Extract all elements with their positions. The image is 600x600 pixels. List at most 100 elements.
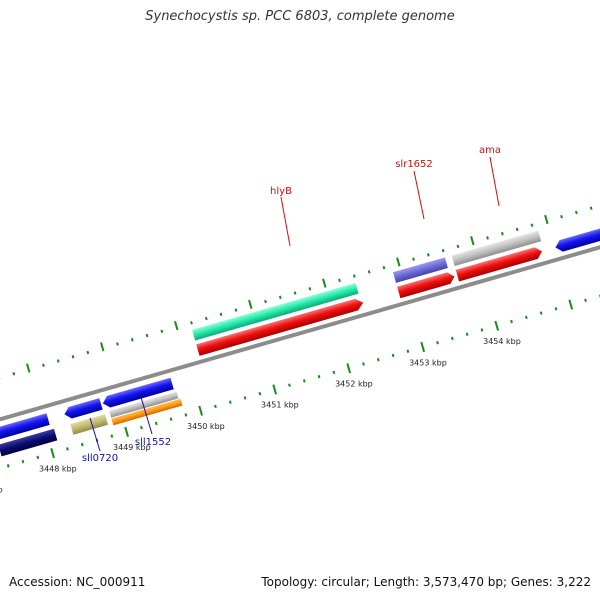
- minor-tick: [228, 400, 232, 404]
- gene-label-slr1652[interactable]: slr1652: [395, 159, 433, 170]
- gene-label-sll1552[interactable]: sll1552: [135, 437, 171, 448]
- minor-tick: [456, 244, 460, 249]
- leader-sll0720: [89, 417, 101, 452]
- minor-tick: [288, 383, 291, 387]
- minor-tick: [465, 332, 469, 336]
- minor-tick: [36, 455, 40, 460]
- genome-backbone: [0, 229, 600, 430]
- major-tick: [198, 405, 203, 416]
- minor-tick: [308, 287, 312, 291]
- major-tick: [322, 278, 327, 288]
- minor-tick: [574, 210, 578, 215]
- tick-row-lower: [6, 294, 600, 468]
- major-tick: [470, 236, 475, 246]
- gene-blue-right[interactable]: [554, 222, 600, 253]
- minor-tick: [584, 298, 587, 303]
- gene-sll1552[interactable]: [111, 398, 183, 426]
- gene-blue-small[interactable]: [63, 398, 103, 420]
- minor-tick: [317, 374, 321, 379]
- gene-blue-left[interactable]: [0, 413, 50, 440]
- minor-tick: [406, 349, 410, 353]
- minor-tick: [234, 308, 238, 312]
- minor-tick: [243, 396, 247, 400]
- minor-tick: [258, 391, 262, 396]
- kbp-labels: 3447 kbp 3448 kbp 3449 kbp 3450 kbp 3451 kbp…: [0, 337, 521, 495]
- minor-tick: [480, 328, 484, 332]
- gene-slr1652-cds[interactable]: [392, 257, 448, 283]
- major-tick: [346, 363, 352, 374]
- major-tick: [248, 299, 253, 309]
- major-tick: [272, 384, 278, 395]
- minor-tick: [554, 307, 558, 311]
- minor-tick: [116, 342, 119, 346]
- minor-tick: [293, 291, 297, 295]
- minor-tick: [524, 315, 528, 320]
- major-tick: [26, 363, 31, 373]
- minor-tick: [367, 270, 371, 274]
- gene-ama-cds[interactable]: [451, 230, 542, 267]
- minor-tick: [412, 257, 415, 261]
- minor-tick: [376, 358, 380, 362]
- minor-tick: [278, 295, 282, 300]
- minor-tick: [160, 329, 164, 334]
- minor-tick: [184, 413, 188, 417]
- minor-tick: [86, 350, 90, 355]
- minor-tick: [589, 206, 593, 210]
- minor-tick: [56, 359, 60, 363]
- minor-tick: [12, 372, 16, 376]
- gene-ama[interactable]: [455, 246, 544, 282]
- gene-blue-mid[interactable]: [101, 377, 174, 409]
- gene-label-sll0720[interactable]: sll0720: [82, 453, 118, 464]
- minor-tick: [169, 417, 173, 421]
- leader-hlyB: [280, 196, 291, 247]
- kbp-label: 3450 kbp: [187, 422, 225, 431]
- minor-tick: [436, 341, 439, 345]
- gene-label-hlyB[interactable]: hlyB: [270, 186, 292, 197]
- gene-hlyB-cds[interactable]: [192, 283, 359, 341]
- major-tick: [100, 342, 105, 352]
- kbp-label: 3447 kbp: [0, 486, 3, 495]
- minor-tick: [450, 336, 454, 341]
- gene-gray-mid[interactable]: [109, 391, 179, 418]
- minor-tick: [382, 265, 386, 270]
- genome-summary: Topology: circular; Length: 3,573,470 bp…: [261, 575, 591, 589]
- minor-tick: [539, 311, 543, 315]
- minor-tick: [66, 447, 69, 451]
- major-tick: [396, 257, 401, 267]
- gene-labels: hlyB slr1652 ama sll0720 sll1552: [82, 145, 501, 464]
- gene-sll0720[interactable]: [70, 414, 108, 435]
- minor-tick: [204, 316, 208, 321]
- minor-tick: [426, 253, 430, 257]
- kbp-label: 3451 kbp: [261, 401, 299, 410]
- major-tick: [124, 426, 129, 437]
- minor-tick: [140, 425, 143, 430]
- leader-slr1652: [413, 170, 425, 220]
- gene-slr1652[interactable]: [397, 271, 456, 299]
- gene-label-ama[interactable]: ama: [479, 145, 501, 156]
- minor-tick: [71, 355, 75, 359]
- minor-tick: [332, 370, 336, 375]
- gene-hlyB[interactable]: [196, 297, 365, 356]
- minor-tick: [338, 278, 341, 283]
- accession-text: Accession: NC_000911: [9, 575, 146, 589]
- map-title: Synechocystis sp. PCC 6803, complete gen…: [145, 9, 455, 24]
- minor-tick: [352, 274, 356, 278]
- leader-ama: [489, 156, 500, 207]
- kbp-label: 3449 kbp: [113, 443, 151, 452]
- minor-tick: [80, 442, 84, 447]
- minor-tick: [510, 319, 513, 324]
- minor-tick: [560, 214, 563, 219]
- minor-tick: [530, 223, 534, 227]
- minor-tick: [391, 353, 395, 358]
- major-tick: [174, 320, 179, 331]
- tick-row-upper: [0, 206, 593, 380]
- kbp-label: 3452 kbp: [335, 379, 373, 388]
- minor-tick: [441, 248, 445, 253]
- kbp-label: 3453 kbp: [409, 358, 447, 367]
- minor-tick: [302, 379, 306, 383]
- minor-tick: [6, 464, 10, 468]
- minor-tick: [145, 333, 149, 338]
- gene-navy-left[interactable]: [0, 428, 58, 457]
- minor-tick: [21, 459, 25, 464]
